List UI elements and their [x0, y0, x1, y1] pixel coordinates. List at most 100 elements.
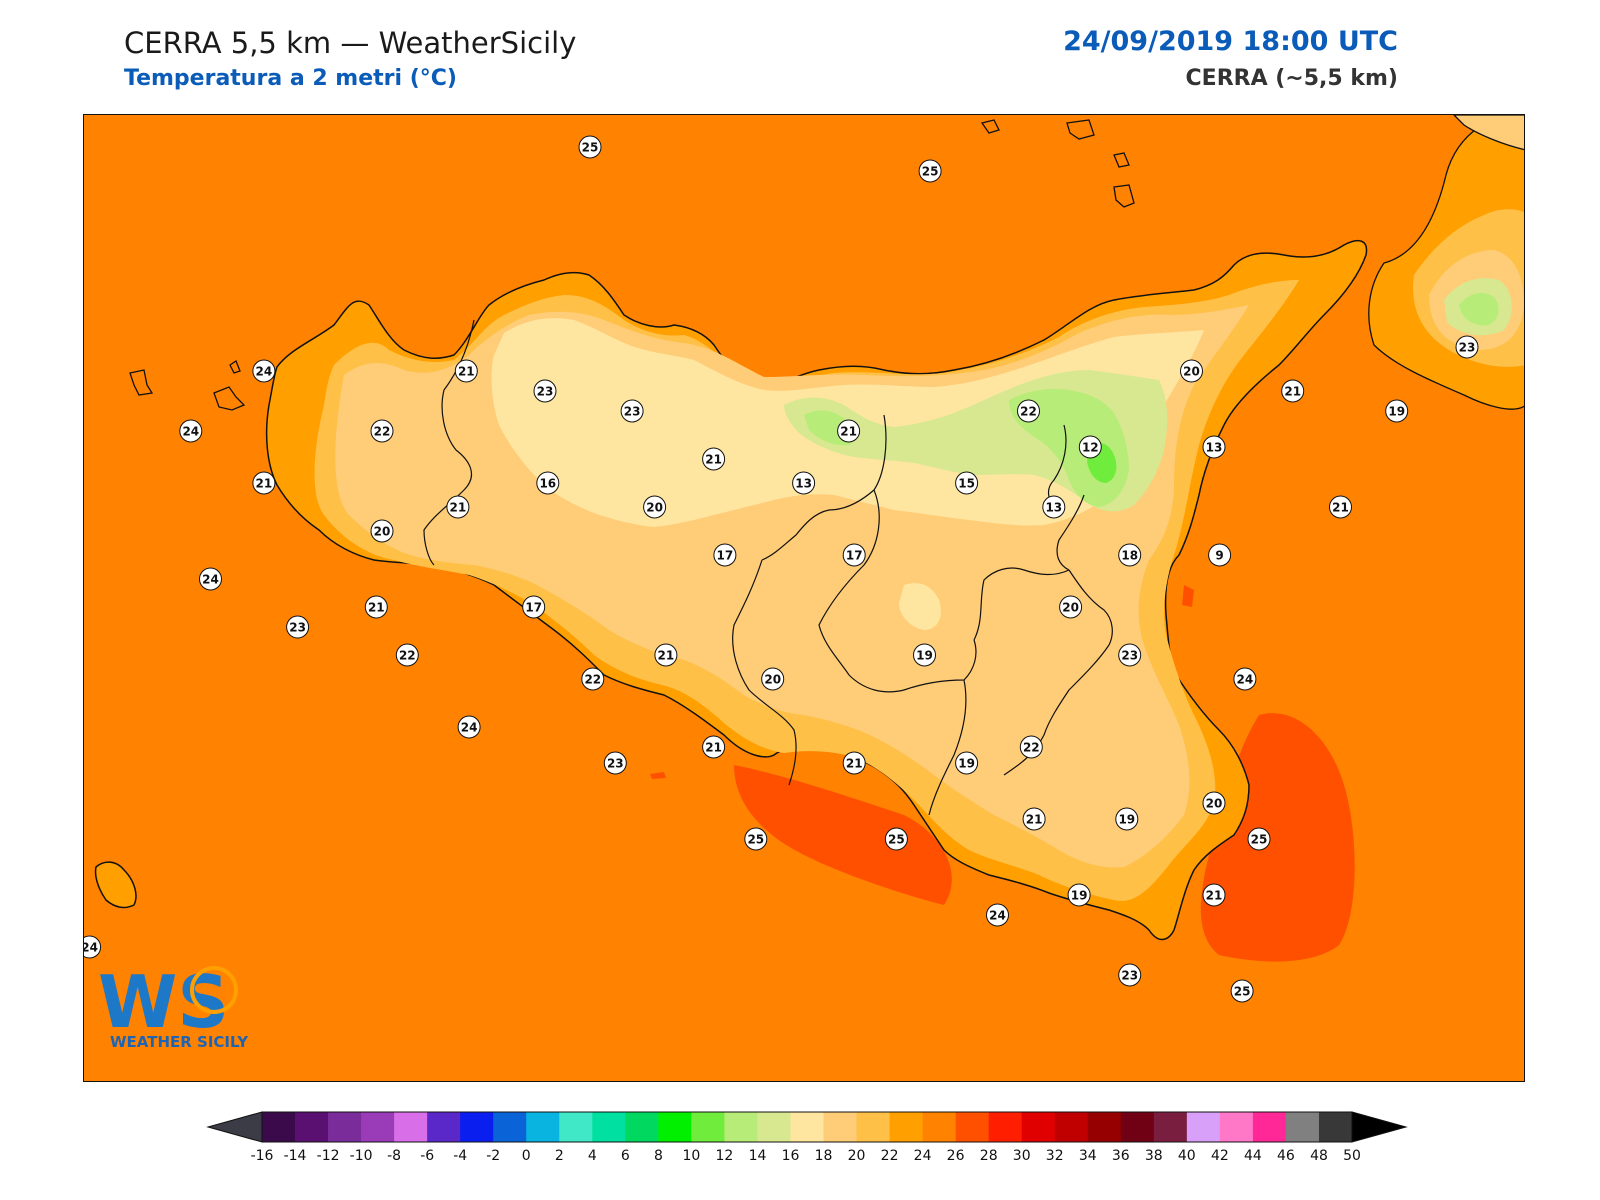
colorbar-cell: [559, 1112, 593, 1142]
station-value: 23: [1121, 969, 1138, 983]
station-circle: [1385, 399, 1409, 423]
valid-datetime: 24/09/2019 18:00 UTC: [1063, 26, 1398, 57]
station-marker: 23: [603, 751, 627, 775]
station-circle: [884, 827, 908, 851]
station-marker: 21: [702, 447, 726, 471]
station-value: 19: [1388, 405, 1405, 419]
station-marker: 21: [702, 735, 726, 759]
colorbar-cell: [856, 1112, 891, 1142]
station-circle: [842, 751, 866, 775]
station-circle: [1118, 643, 1142, 667]
station-marker: 13: [1202, 435, 1226, 459]
station-value: 21: [1284, 385, 1301, 399]
station-marker: 25: [1247, 827, 1271, 851]
station-marker: 24: [986, 903, 1009, 927]
colorbar-tick-label: -2: [486, 1148, 500, 1164]
colorbar-tick-label: -10: [350, 1148, 373, 1164]
logo-letters: WS: [98, 960, 229, 1044]
station-value: 21: [705, 741, 722, 755]
colorbar-tick-label: 46: [1277, 1148, 1295, 1164]
station-marker: 17: [713, 543, 737, 567]
station-marker: 24: [457, 715, 481, 739]
station-value: 25: [582, 141, 599, 155]
station-marker: 23: [620, 399, 644, 423]
colorbar-tick-label: 4: [588, 1148, 597, 1164]
colorbar-tick-label: -12: [317, 1148, 340, 1164]
station-value: 24: [202, 573, 219, 587]
station-marker: 18: [1118, 543, 1142, 567]
station-marker: 19: [1385, 399, 1409, 423]
station-marker: 13: [1042, 495, 1066, 519]
aeolian-island-2: [1066, 119, 1095, 140]
station-value: 20: [1062, 601, 1079, 615]
colorbar-cell: [1120, 1112, 1155, 1142]
station-circle: [1118, 543, 1142, 567]
station-circle: [454, 359, 478, 383]
station-value: 22: [1020, 405, 1037, 419]
station-marker: 19: [1067, 883, 1091, 907]
station-circle: [1115, 807, 1139, 831]
station-value: 25: [1234, 985, 1251, 999]
colorbar-tick-label: 14: [749, 1148, 767, 1164]
map-title: CERRA 5,5 km — WeatherSicily: [124, 26, 577, 60]
colorbar-tick-label: 36: [1112, 1148, 1130, 1164]
colorbar-tick-label: 16: [782, 1148, 800, 1164]
colorbar-tick-label: 26: [947, 1148, 965, 1164]
station-marker: 23: [1118, 643, 1142, 667]
station-marker: 22: [370, 419, 394, 443]
station-marker: 21: [446, 495, 470, 519]
colorbar-cell: [295, 1112, 329, 1142]
station-value: 17: [846, 549, 863, 563]
station-marker: 25: [578, 135, 602, 159]
colorbar-cell: [1054, 1112, 1089, 1142]
station-value: 21: [450, 501, 467, 515]
aeolian-island-3: [1113, 152, 1130, 168]
station-marker: 22: [1019, 735, 1043, 759]
colorbar-cell: [1186, 1112, 1221, 1142]
station-marker: 21: [252, 471, 276, 495]
station-value: 15: [958, 477, 975, 491]
colorbar-tick-labels: -16 -14 -12 -10 -8 -6 -4 -2 0 2 4 6 8 10 12 14 16 18 20 22 2…: [251, 1148, 1361, 1164]
station-marker: 25: [1230, 979, 1254, 1003]
colorbar-tick-label: 20: [848, 1148, 866, 1164]
colorbar-cell: [1021, 1112, 1056, 1142]
calabria-coolest: [1459, 293, 1499, 326]
station-value: 22: [399, 649, 416, 663]
colorbar-tick-label: -4: [453, 1148, 467, 1164]
colorbar-cell: [790, 1112, 825, 1142]
colorbar-cell: [592, 1112, 626, 1142]
station-marker: 24: [199, 567, 222, 591]
station-value: 24: [1237, 673, 1254, 687]
station-marker: 16: [536, 471, 560, 495]
colorbar-tick-label: 24: [914, 1148, 932, 1164]
colorbar-cell: [1285, 1112, 1320, 1142]
contour-18-south: [899, 583, 941, 630]
station-marker: 19: [955, 751, 979, 775]
colorbar-cell: [1219, 1112, 1254, 1142]
station-value: 13: [1206, 441, 1223, 455]
station-value: 20: [764, 673, 781, 687]
warm-sea-patch-small: [1182, 585, 1194, 607]
station-value: 17: [525, 601, 542, 615]
station-marker: 21: [842, 751, 866, 775]
colorbar-over-arrow: [1351, 1111, 1408, 1143]
station-value: 21: [1206, 889, 1223, 903]
colorbar-cell: [625, 1112, 659, 1142]
temperature-map[interactable]: 25 25 24 21 23 23 24 22 21 16 21 20 20 21 21 13 15 17 17 22…: [83, 114, 1525, 1082]
station-circle: [1022, 807, 1046, 831]
station-value: 21: [458, 365, 475, 379]
station-marker: 25: [744, 827, 768, 851]
station-marker: 20: [1059, 595, 1083, 619]
colorbar-cell: [1087, 1112, 1122, 1142]
station-marker: 24: [1233, 667, 1257, 691]
station-marker: 21: [1202, 883, 1226, 907]
station-circle: [536, 471, 560, 495]
colorbar-cells: [206, 1111, 1408, 1143]
station-circle: [643, 495, 667, 519]
colorbar-tick-label: 44: [1244, 1148, 1262, 1164]
colorbar-under-arrow: [206, 1111, 263, 1143]
colorbar-tick-label: 30: [1013, 1148, 1031, 1164]
colorbar-cell: [988, 1112, 1023, 1142]
colorbar-tick-label: 28: [980, 1148, 998, 1164]
station-circle: [1059, 595, 1083, 619]
